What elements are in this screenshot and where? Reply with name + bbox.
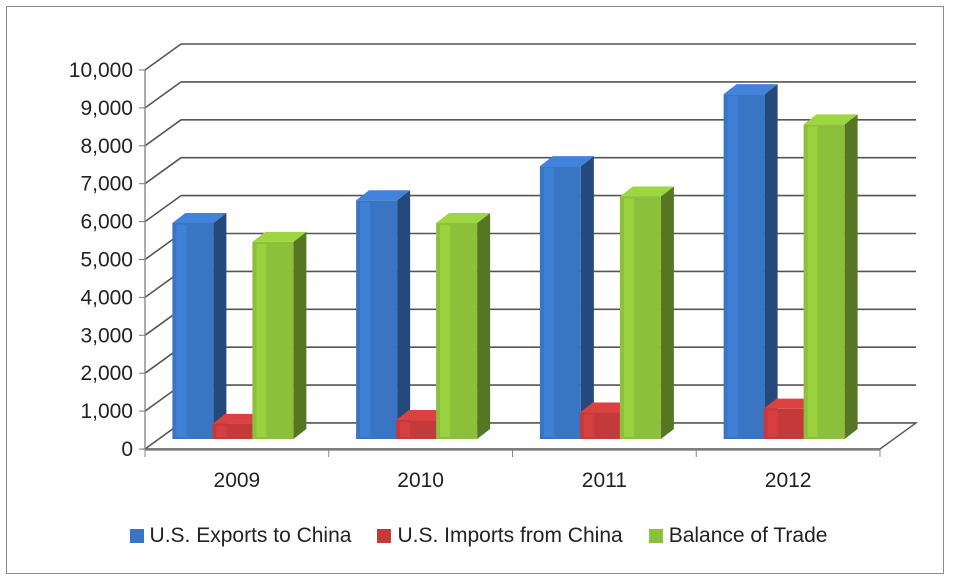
bar-side	[581, 156, 594, 439]
bar-highlight	[624, 198, 634, 437]
y-tick-label: 4,000	[80, 286, 133, 309]
bar-highlight	[544, 168, 554, 437]
bar-highlight	[176, 225, 186, 437]
bar	[172, 213, 226, 439]
bar-side	[293, 232, 306, 439]
bar	[620, 186, 674, 439]
legend-swatch-balance	[649, 529, 663, 543]
gridline-side	[145, 196, 181, 222]
y-tick-label: 3,000	[80, 324, 133, 347]
bar-side	[397, 190, 410, 439]
legend-item-balance: Balance of Trade	[649, 524, 828, 548]
bar-highlight	[768, 411, 778, 437]
bar	[724, 84, 778, 439]
bar-side	[477, 213, 490, 439]
legend: U.S. Exports to China U.S. Imports from …	[0, 524, 957, 548]
y-tick-label: 2,000	[80, 362, 133, 385]
bar-highlight	[360, 202, 370, 437]
x-tick-label: 2012	[765, 469, 812, 492]
y-tick-label: 7,000	[80, 173, 133, 196]
legend-label-balance: Balance of Trade	[669, 524, 828, 548]
bar-highlight	[400, 422, 410, 437]
bar	[252, 232, 306, 439]
y-tick-label: 5,000	[80, 249, 133, 272]
y-tick-label: 6,000	[80, 211, 133, 234]
bar-side	[845, 114, 858, 439]
gridline-side	[145, 82, 181, 108]
gridline-side	[145, 120, 181, 146]
gridline-side	[145, 44, 181, 70]
bar-highlight	[256, 244, 266, 437]
legend-label-exports: U.S. Exports to China	[150, 524, 352, 548]
bar-highlight	[584, 414, 594, 437]
bar-highlight	[728, 96, 738, 437]
bar-highlight	[808, 126, 818, 437]
bar-side	[661, 186, 674, 439]
legend-swatch-exports	[130, 529, 144, 543]
bar	[356, 190, 410, 439]
x-tick-label: 2010	[397, 469, 444, 492]
y-tick-label: 10,000	[69, 59, 133, 82]
bar-side	[765, 84, 778, 439]
x-tick-label: 2009	[214, 469, 261, 492]
bar	[540, 156, 594, 439]
y-tick-label: 0	[121, 438, 133, 461]
y-tick-label: 9,000	[80, 97, 133, 120]
legend-swatch-imports	[377, 529, 391, 543]
gridline-side	[145, 158, 181, 184]
bar-side	[213, 213, 226, 439]
bar	[436, 213, 490, 439]
y-tick-label: 8,000	[80, 135, 133, 158]
legend-label-imports: U.S. Imports from China	[397, 524, 622, 548]
bar-highlight	[440, 225, 450, 437]
y-tick-label: 1,000	[80, 400, 133, 423]
legend-item-exports: U.S. Exports to China	[130, 524, 352, 548]
bar-highlight	[216, 426, 226, 437]
x-tick-label: 2011	[582, 469, 627, 492]
bar	[804, 114, 858, 439]
legend-item-imports: U.S. Imports from China	[377, 524, 622, 548]
